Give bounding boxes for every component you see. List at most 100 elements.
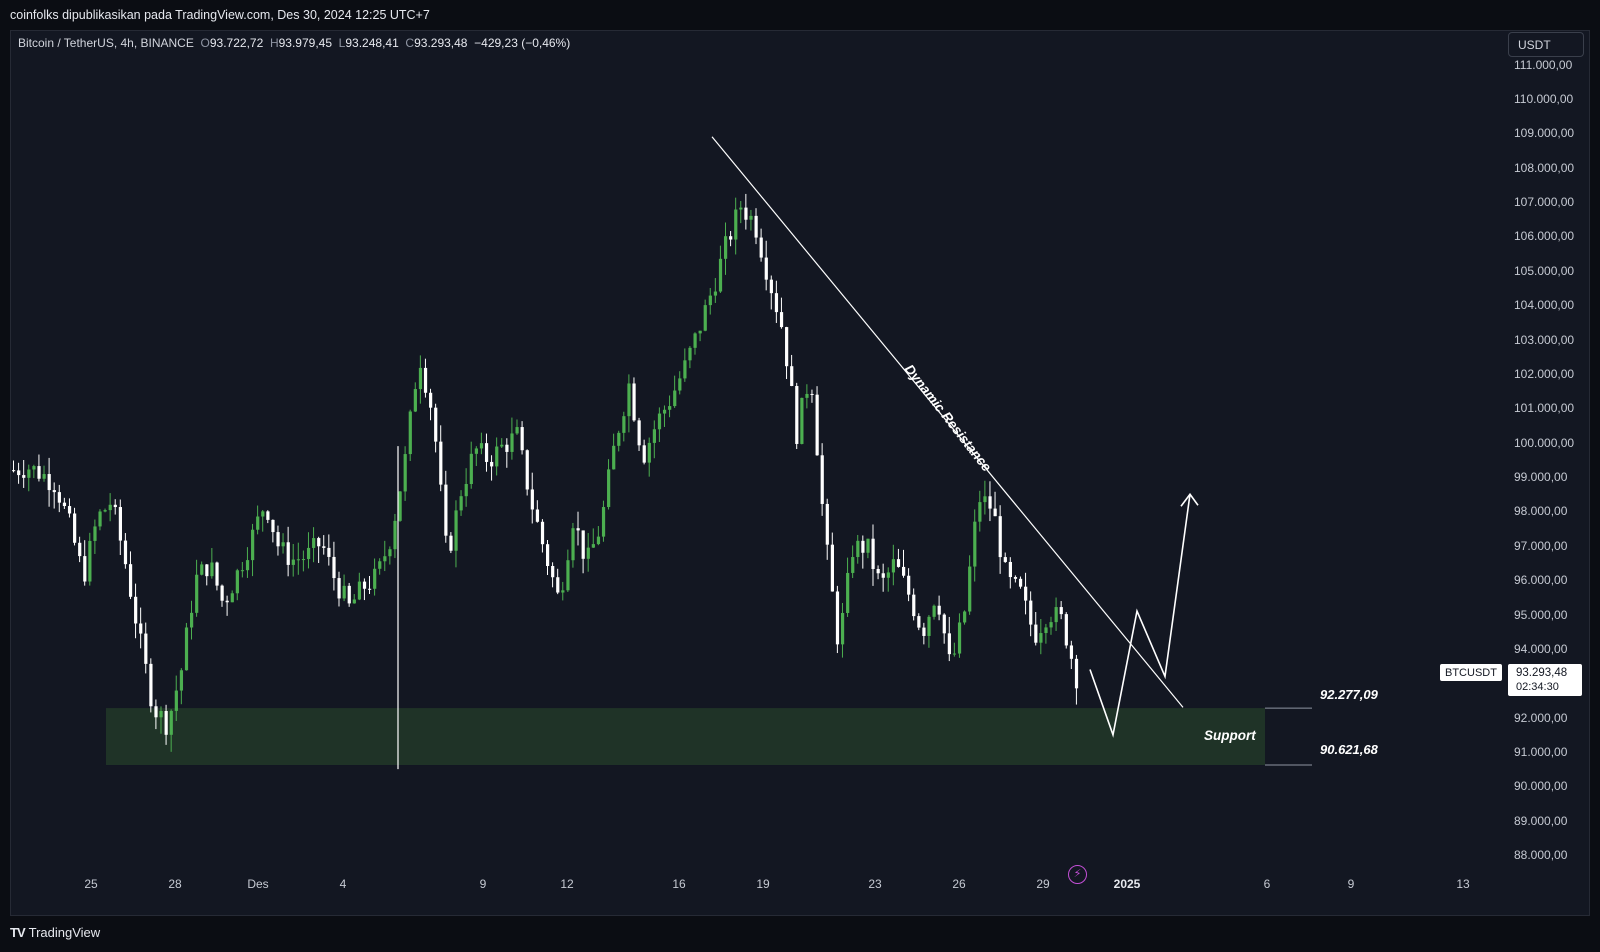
- lower-level-label: 90.621,68: [1320, 742, 1378, 757]
- candle-body: [454, 510, 458, 551]
- projection-path[interactable]: [1089, 494, 1191, 738]
- publisher-line: coinfolks dipublikasikan pada TradingVie…: [10, 8, 430, 22]
- close-label: C: [405, 36, 415, 50]
- candle-body: [62, 502, 67, 507]
- candle-body: [947, 633, 951, 655]
- candle-body: [881, 573, 885, 578]
- candle-body: [815, 394, 819, 456]
- candle-body: [403, 454, 407, 492]
- candle-body: [647, 442, 651, 463]
- header-bar: coinfolks dipublikasikan pada TradingVie…: [0, 0, 1600, 30]
- bar-countdown: 02:34:30: [1516, 681, 1559, 693]
- candle-body: [32, 466, 36, 470]
- candle-body: [1064, 614, 1068, 646]
- candle-body: [561, 590, 565, 593]
- candle-body: [627, 383, 631, 417]
- candle-body: [261, 511, 265, 517]
- candle-body: [693, 333, 697, 348]
- candle-body: [27, 469, 31, 478]
- candle-body: [749, 215, 753, 220]
- candle-body: [256, 516, 260, 530]
- candle-body: [484, 443, 489, 462]
- candle-body: [805, 393, 809, 398]
- candle-body: [571, 528, 575, 561]
- dynamic-resistance-label: Dynamic Resistance: [902, 362, 995, 475]
- chart-pane[interactable]: [10, 30, 1590, 916]
- price-tick-label: 89.000,00: [1514, 813, 1568, 828]
- candle-body: [856, 540, 860, 558]
- candle-body: [230, 593, 234, 603]
- candle-body: [678, 378, 682, 391]
- candle-body: [312, 538, 316, 548]
- candle-body: [652, 429, 656, 443]
- price-tick-label: 94.000,00: [1514, 641, 1568, 656]
- candle-body: [830, 544, 834, 592]
- price-tick-label: 97.000,00: [1514, 538, 1568, 553]
- candle-body: [1069, 645, 1074, 659]
- candle-body: [866, 538, 870, 553]
- candle-body: [67, 506, 72, 514]
- candle-body: [973, 521, 977, 567]
- candle-body: [47, 474, 51, 491]
- candle-body: [368, 588, 372, 590]
- candle-body: [1049, 622, 1053, 628]
- candle-body: [342, 585, 346, 599]
- candle-body: [423, 367, 428, 393]
- symbol-name: Bitcoin / TetherUS, 4h, BINANCE: [18, 36, 194, 50]
- candle-body: [240, 570, 245, 572]
- candle-body: [790, 366, 794, 387]
- price-tick-label: 109.000,00: [1514, 126, 1575, 141]
- candle-body: [474, 448, 478, 454]
- dynamic-resistance-line[interactable]: [711, 136, 1184, 708]
- tradingview-logo[interactable]: TV TradingView: [10, 925, 100, 940]
- candle-body: [93, 526, 97, 541]
- candle-body: [139, 623, 143, 634]
- candle-body: [820, 455, 824, 504]
- open-label: O: [200, 36, 210, 50]
- candle-body: [922, 627, 926, 636]
- candle-body: [724, 236, 728, 259]
- tv-mark-icon: TV: [10, 925, 26, 940]
- candle-body: [301, 559, 306, 561]
- open-value: 93.722,72: [209, 36, 264, 50]
- candle-body: [718, 258, 723, 292]
- candle-body: [159, 710, 163, 718]
- candle-body: [266, 511, 270, 520]
- candle-body: [83, 556, 87, 582]
- currency-button[interactable]: USDT: [1508, 32, 1584, 57]
- price-tick-label: 103.000,00: [1514, 332, 1575, 347]
- candle-body: [332, 556, 336, 579]
- candle-body: [861, 540, 865, 553]
- candle-body: [408, 411, 412, 455]
- candle-body: [429, 392, 433, 408]
- time-tick-label: 9: [479, 877, 487, 891]
- candle-body: [810, 393, 814, 395]
- candle-body: [617, 432, 621, 446]
- candle-body: [174, 690, 178, 711]
- candle-body: [963, 611, 967, 623]
- candle-body: [779, 312, 784, 328]
- candle-body: [754, 215, 758, 238]
- candle-body: [978, 502, 982, 522]
- candle-body: [673, 390, 677, 407]
- time-tick-label: 28: [168, 877, 182, 891]
- candle-body: [271, 519, 275, 533]
- candle-body: [1013, 577, 1018, 579]
- candle-body: [540, 521, 545, 545]
- candle-body: [566, 560, 570, 591]
- support-zone: [106, 708, 1265, 766]
- candle-body: [190, 612, 194, 628]
- price-tick-label: 111.000,00: [1514, 57, 1573, 72]
- candle-body: [637, 420, 641, 446]
- candle-body: [968, 566, 972, 612]
- candle-body: [729, 236, 733, 240]
- candle-body: [42, 474, 46, 479]
- candle-body: [546, 544, 550, 567]
- lightning-icon[interactable]: ⚡: [1068, 865, 1087, 884]
- price-tick-label: 99.000,00: [1514, 470, 1568, 485]
- time-tick-label: 12: [560, 877, 574, 891]
- candle-body: [352, 599, 356, 604]
- projection-arrowhead: [1180, 492, 1199, 507]
- candle-body: [581, 530, 585, 559]
